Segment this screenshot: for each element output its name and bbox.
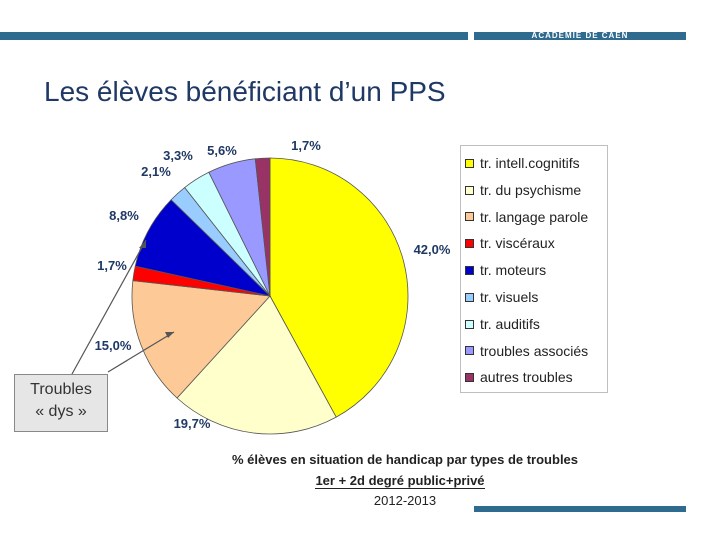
- caption-year: 2012-2013: [373, 493, 437, 508]
- callout-line-2: « dys »: [35, 403, 87, 420]
- caption-scope-text: 1er + 2d degré public+privé: [315, 473, 485, 489]
- legend-swatch: [465, 319, 474, 329]
- legend-label: tr. moteurs: [480, 262, 547, 279]
- footer-bar: [474, 506, 686, 512]
- pie-slice-autres-troubles: [254, 157, 271, 297]
- data-label: 2,1%: [141, 164, 171, 179]
- legend-item: tr. auditifs: [465, 315, 540, 333]
- academy-logo-text: ACADÉMIE DE CAEN: [531, 31, 629, 40]
- arrow-head: [165, 332, 174, 338]
- troubles-dys-callout: Troubles « dys »: [14, 374, 108, 432]
- legend-swatch: [465, 265, 474, 275]
- legend-label: tr. viscéraux: [480, 235, 555, 252]
- legend-swatch: [465, 346, 474, 356]
- header-bar-right: [474, 32, 686, 40]
- caption-title: % élèves en situation de handicap par ty…: [231, 452, 579, 467]
- legend-swatch: [465, 292, 474, 302]
- legend-label: troubles associés: [480, 342, 589, 359]
- legend-item: tr. intell.cognitifs: [465, 154, 580, 172]
- data-label: 42,0%: [414, 242, 451, 257]
- arrow-head: [139, 240, 146, 248]
- data-label: 8,8%: [109, 208, 139, 223]
- legend-label: tr. auditifs: [480, 315, 540, 332]
- legend-item: tr. du psychisme: [465, 181, 581, 199]
- header-bar-left: [0, 32, 468, 40]
- legend-label: tr. langage parole: [480, 208, 589, 225]
- arrow-to-tr-viscéraux: [71, 239, 147, 375]
- legend-swatch: [465, 239, 474, 249]
- caption-scope: 1er + 2d degré public+privé: [210, 473, 590, 489]
- legend-item: tr. viscéraux: [465, 234, 555, 252]
- legend-item: troubles associés: [465, 342, 588, 360]
- legend-swatch: [465, 158, 474, 168]
- pie-slice-tr-du-psychisme: [176, 295, 337, 435]
- legend-swatch: [465, 212, 474, 222]
- data-label: 3,3%: [163, 148, 193, 163]
- chart-legend: tr. intell.cognitifs tr. du psychisme tr. …: [460, 145, 608, 393]
- slide-title: Les élèves bénéficiant d’un PPS: [44, 76, 446, 107]
- data-label: 1,7%: [97, 258, 127, 273]
- legend-label: tr. visuels: [480, 289, 539, 305]
- legend-swatch: [465, 185, 474, 195]
- callout-arrows: [71, 239, 175, 375]
- data-label: 15,0%: [95, 338, 132, 353]
- pie-slice-tr-intellcognitifs: [269, 157, 409, 418]
- legend-item: tr. langage parole: [465, 208, 588, 226]
- data-label: 1,7%: [291, 138, 321, 153]
- data-label: 19,7%: [174, 416, 211, 431]
- legend-item: tr. moteurs: [465, 261, 546, 279]
- callout-line-1: Troubles: [30, 381, 92, 398]
- legend-item: tr. visuels: [465, 288, 538, 306]
- legend-label: autres troubles: [480, 369, 573, 386]
- legend-label: tr. intell.cognitifs: [480, 155, 580, 171]
- legend-item: autres troubles: [465, 368, 573, 386]
- arrow-to-tr-langage-parole: [107, 331, 175, 373]
- legend-label: tr. du psychisme: [480, 181, 582, 198]
- pie-slice-tr-langage-parole: [131, 280, 271, 399]
- data-label: 5,6%: [207, 143, 237, 158]
- legend-swatch: [465, 373, 474, 383]
